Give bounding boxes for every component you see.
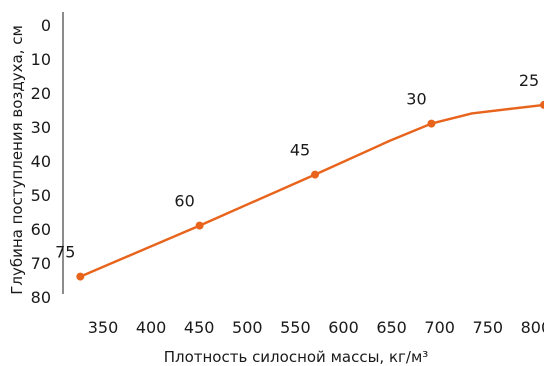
x-tick-label: 550 bbox=[280, 318, 311, 337]
x-tick-label: 750 bbox=[473, 318, 504, 337]
x-tick-label: 500 bbox=[232, 318, 263, 337]
y-tick-label: 0 bbox=[41, 16, 51, 35]
data-label: 30 bbox=[406, 90, 426, 109]
data-label: 25 bbox=[519, 71, 539, 90]
x-tick-label: 350 bbox=[88, 318, 119, 337]
y-tick-labels: 0 10 20 30 40 50 60 70 80 bbox=[31, 16, 51, 307]
series-line bbox=[79, 103, 544, 278]
y-tick-label: 50 bbox=[31, 186, 51, 205]
data-point bbox=[427, 119, 436, 128]
y-tick-label: 10 bbox=[31, 50, 51, 69]
y-tick-label: 60 bbox=[31, 220, 51, 239]
series-group bbox=[76, 100, 544, 281]
x-tick-label: 450 bbox=[184, 318, 215, 337]
y-axis-title: Глубина поступления воздуха, см bbox=[8, 25, 26, 295]
y-tick-label: 20 bbox=[31, 84, 51, 103]
x-tick-labels: 350 400 450 500 550 600 650 700 750 800 bbox=[88, 318, 544, 337]
x-tick-label: 600 bbox=[328, 318, 359, 337]
data-point bbox=[311, 170, 320, 179]
x-tick-label: 700 bbox=[424, 318, 455, 337]
data-point bbox=[76, 272, 85, 281]
y-tick-label: 70 bbox=[31, 254, 51, 273]
y-tick-label: 30 bbox=[31, 118, 51, 137]
y-tick-label: 40 bbox=[31, 152, 51, 171]
x-tick-label: 650 bbox=[376, 318, 407, 337]
x-axis-title: Плотность силосной массы, кг/м³ bbox=[164, 348, 429, 366]
data-label: 60 bbox=[174, 192, 194, 211]
x-tick-label: 800 bbox=[521, 318, 544, 337]
data-point bbox=[540, 100, 544, 109]
data-label: 75 bbox=[55, 243, 75, 262]
data-point bbox=[195, 221, 204, 230]
y-tick-label: 80 bbox=[31, 288, 51, 307]
data-label: 45 bbox=[290, 141, 310, 160]
x-tick-label: 400 bbox=[136, 318, 167, 337]
data-labels: 75 60 45 30 25 bbox=[55, 71, 539, 262]
